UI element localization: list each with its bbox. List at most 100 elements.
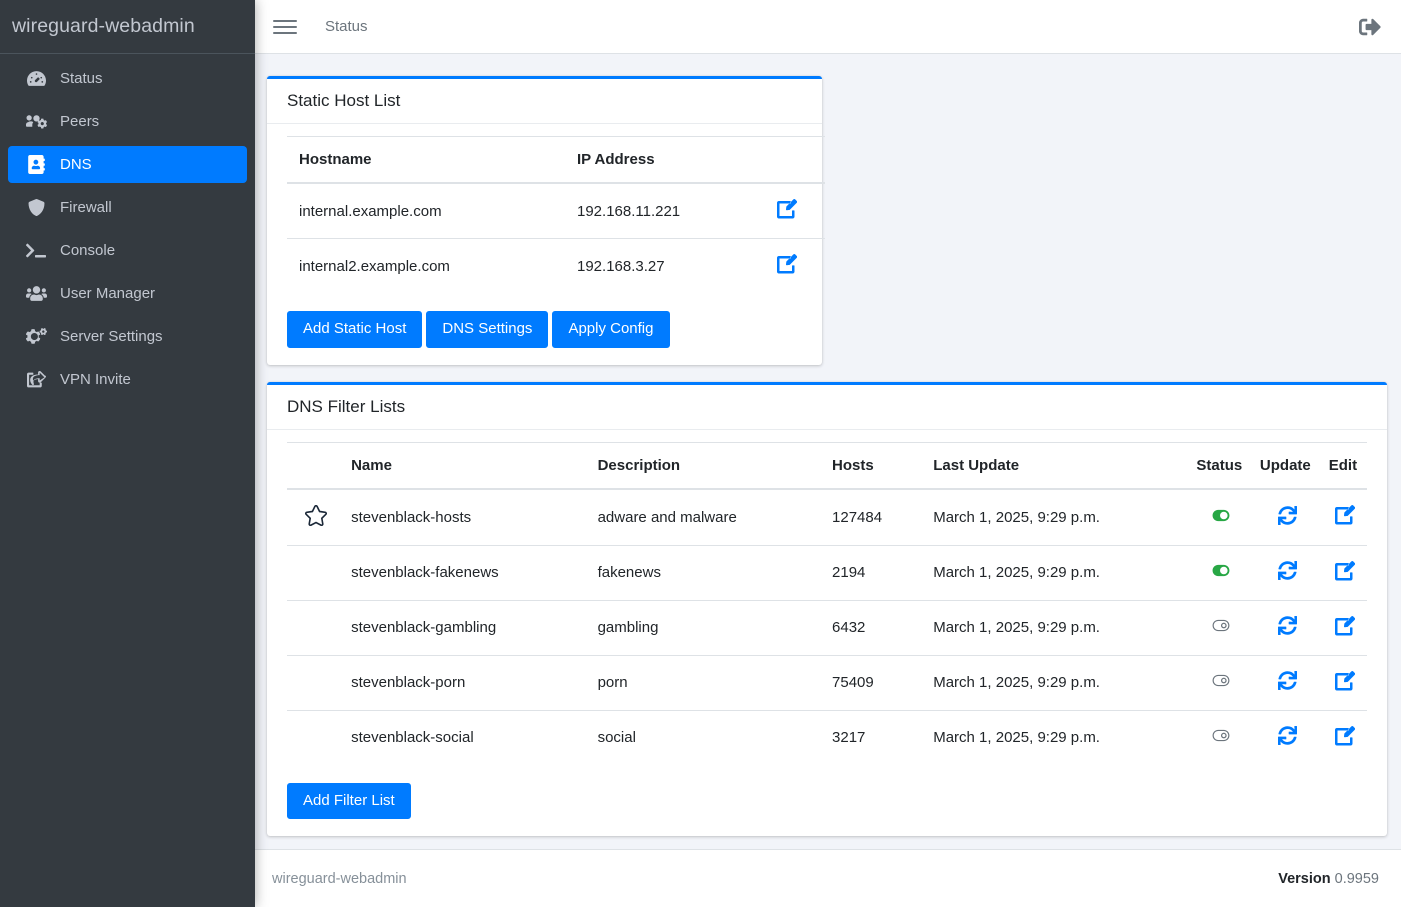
dns-filter-last-update: March 1, 2025, 9:29 p.m. — [921, 599, 1187, 655]
dns-filter-hosts: 75409 — [820, 654, 922, 710]
dns-filter-lists-header: DNS Filter Lists — [267, 385, 1387, 430]
sidebar-brand[interactable]: wireguard-webadmin — [0, 0, 255, 54]
sync-icon[interactable] — [1277, 671, 1297, 690]
sidebar-item-status[interactable]: Status — [8, 60, 247, 97]
sidebar-item-label: User Manager — [60, 285, 156, 302]
column-header-update: Update — [1251, 441, 1319, 490]
edit-icon[interactable] — [777, 199, 797, 219]
dns-filter-last-update: March 1, 2025, 9:29 p.m. — [933, 508, 1100, 526]
main-area: Status Static Host List Hostname IP — [255, 0, 1401, 907]
static-host-list-body: Hostname IP Address internal.example.com… — [267, 124, 825, 365]
star-icon[interactable] — [305, 504, 327, 526]
dns-filter-row: stevenblack-social social 3217 March 1, 202… — [287, 709, 1367, 765]
footer-version-value: 0.9959 — [1334, 870, 1379, 887]
dns-filter-button-row: Add Filter List — [287, 782, 1367, 819]
apply-config-button[interactable]: Apply Config — [552, 311, 670, 348]
sidebar-item-peers[interactable]: Peers — [8, 103, 247, 140]
edit-icon[interactable] — [1334, 560, 1355, 581]
column-header-description: Description — [585, 441, 821, 490]
users-icon — [22, 284, 50, 303]
static-host-row: internal.example.com 192.168.11.221 — [287, 183, 825, 239]
dns-filter-favorite-cell — [287, 654, 340, 710]
edit-icon[interactable] — [1334, 505, 1355, 525]
sign-out-icon[interactable] — [1359, 16, 1381, 38]
static-host-ip: 192.168.11.221 — [577, 202, 681, 220]
dns-filter-name: stevenblack-social — [339, 709, 586, 765]
dns-filter-table: Name Description Hosts Last Update Statu… — [287, 441, 1367, 765]
toggle-on-icon[interactable] — [1208, 563, 1234, 578]
dns-filter-last-update: March 1, 2025, 9:29 p.m. — [921, 654, 1187, 710]
sidebar-nav: Status Peers DNS Firewall Console User Manage… — [0, 54, 255, 404]
hamburger-bar — [273, 19, 297, 22]
dns-filter-last-update: March 1, 2025, 9:29 p.m. — [921, 709, 1187, 765]
dns-filter-row: stevenblack-fakenews fakenews 2194 March 1,… — [287, 544, 1367, 600]
dns-filter-description: social — [585, 709, 821, 765]
static-host-list-card: Static Host List Hostname IP Address int… — [267, 76, 825, 365]
dns-filter-table-head: Name Description Hosts Last Update Statu… — [287, 441, 1367, 490]
sidebar-item-label: Console — [60, 242, 116, 259]
static-host-table-head: Hostname IP Address — [287, 136, 825, 184]
column-header-favorite — [287, 441, 340, 490]
footer-version: Version 0.9959 — [1278, 871, 1379, 887]
column-header-last-update: Last Update — [921, 441, 1187, 490]
sidebar-item-user-manager[interactable]: User Manager — [8, 275, 247, 312]
dns-filter-lists-title: DNS Filter Lists — [287, 396, 406, 416]
dns-settings-button[interactable]: DNS Settings — [426, 311, 549, 348]
dns-filter-hosts: 127484 — [832, 508, 883, 526]
dns-filter-description: fakenews — [585, 544, 821, 600]
column-header-edit: Edit — [1318, 441, 1367, 490]
add-static-host-button[interactable]: Add Static Host — [287, 311, 423, 348]
static-host-ip: 192.168.3.27 — [565, 238, 765, 293]
sync-icon[interactable] — [1277, 561, 1297, 580]
shield-icon — [22, 198, 50, 217]
toggle-on-icon[interactable] — [1208, 508, 1234, 523]
edit-icon[interactable] — [777, 254, 797, 274]
static-host-row: internal2.example.com 192.168.3.27 — [287, 238, 825, 293]
sidebar-item-server-settings[interactable]: Server Settings — [8, 318, 247, 355]
footer-version-label: Version — [1278, 870, 1331, 887]
topbar-status-link[interactable]: Status — [325, 18, 368, 35]
toggle-off-icon[interactable] — [1208, 618, 1234, 633]
sidebar-item-dns[interactable]: DNS — [8, 146, 247, 183]
sidebar-brand-label: wireguard-webadmin — [12, 15, 195, 37]
toggle-off-icon[interactable] — [1208, 673, 1234, 688]
static-host-header-row: Hostname IP Address — [287, 136, 825, 184]
share-square-icon — [22, 370, 50, 389]
sidebar-item-firewall[interactable]: Firewall — [8, 189, 247, 226]
dns-filter-table-body: stevenblack-hosts adware and malware 12748… — [287, 489, 1367, 765]
dns-filter-hosts: 6432 — [820, 599, 922, 655]
dns-filter-hosts: 3217 — [820, 709, 922, 765]
dns-filter-header-row: Name Description Hosts Last Update Statu… — [287, 441, 1367, 490]
dns-filter-favorite-cell — [287, 599, 340, 655]
edit-icon[interactable] — [1334, 725, 1355, 746]
edit-icon[interactable] — [1334, 670, 1355, 691]
edit-icon[interactable] — [1334, 615, 1355, 636]
sync-icon[interactable] — [1277, 616, 1297, 635]
dns-filter-hosts: 2194 — [820, 544, 922, 600]
sidebar-item-label: VPN Invite — [60, 371, 131, 388]
dns-filter-row: stevenblack-gambling gambling 6432 March 1,… — [287, 599, 1367, 655]
sidebar-item-label: Firewall — [60, 199, 112, 216]
dns-filter-name: stevenblack-hosts — [351, 508, 472, 526]
dns-filter-favorite-cell — [287, 544, 340, 600]
column-header-status: Status — [1186, 441, 1252, 490]
add-filter-list-button[interactable]: Add Filter List — [287, 782, 411, 819]
dns-filter-description: porn — [585, 654, 821, 710]
dns-filter-name: stevenblack-fakenews — [339, 544, 586, 600]
sidebar: wireguard-webadmin Status Peers DNS Firewal… — [0, 0, 255, 907]
tachometer-icon — [22, 69, 50, 88]
hamburger-icon[interactable] — [273, 15, 297, 39]
static-host-hostname: internal.example.com — [299, 202, 442, 220]
sidebar-item-label: Peers — [60, 113, 100, 130]
dns-filter-description: gambling — [585, 599, 821, 655]
dns-filter-lists-card: DNS Filter Lists Name Description Hosts … — [267, 381, 1387, 836]
sync-icon[interactable] — [1277, 726, 1297, 745]
toggle-off-icon[interactable] — [1208, 728, 1234, 743]
sync-icon[interactable] — [1277, 505, 1297, 525]
sidebar-item-vpn-invite[interactable]: VPN Invite — [8, 361, 247, 398]
dns-filter-name: stevenblack-porn — [339, 654, 586, 710]
static-host-button-row: Add Static Host DNS Settings Apply Config — [287, 311, 802, 348]
cogs-icon — [22, 327, 50, 346]
sidebar-item-console[interactable]: Console — [8, 232, 247, 269]
